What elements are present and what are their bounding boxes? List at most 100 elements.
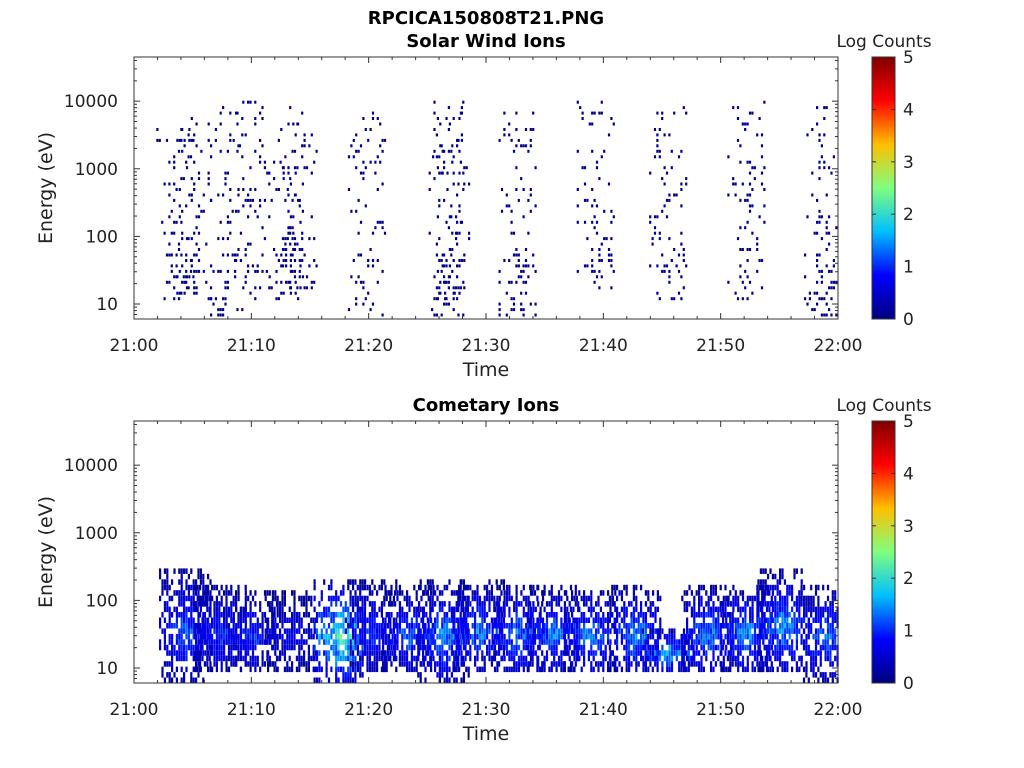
heatmap-cell: [707, 623, 710, 629]
heatmap-cell: [741, 606, 745, 613]
heatmap-cell: [548, 590, 551, 596]
heatmap-cell: [812, 617, 815, 623]
heatmap-cell: [161, 590, 164, 596]
heatmap-cell: [271, 633, 274, 640]
heatmap-cell: [761, 601, 764, 607]
heatmap-cell: [498, 633, 501, 640]
heatmap-cell: [793, 601, 796, 607]
heatmap-cell: [276, 623, 279, 629]
heatmap-cell: [677, 253, 681, 257]
heatmap-cell: [602, 661, 605, 667]
heatmap-cell: [354, 672, 357, 678]
heatmap-cell: [244, 198, 247, 202]
heatmap-cell: [440, 144, 443, 148]
heatmap-cell: [195, 144, 198, 148]
heatmap-cell: [748, 204, 752, 208]
heatmap-cell: [213, 601, 216, 607]
heatmap-cell: [170, 253, 173, 257]
heatmap-cell: [291, 149, 294, 153]
heatmap-cell: [286, 237, 289, 241]
heatmap-cell: [829, 655, 832, 662]
heatmap-cell: [287, 122, 290, 126]
heatmap-cell: [417, 639, 420, 645]
heatmap-cell: [686, 617, 689, 623]
heatmap-cell: [597, 623, 600, 629]
heatmap-cell: [408, 595, 411, 602]
heatmap-cell: [816, 280, 819, 284]
heatmap-cell: [695, 590, 698, 596]
heatmap-cell: [337, 623, 340, 629]
heatmap-cell: [310, 655, 313, 662]
heatmap-cell: [455, 677, 458, 683]
heatmap-cell: [236, 308, 239, 312]
heatmap-cell: [447, 286, 450, 290]
x-tick-label: 21:30: [462, 700, 511, 720]
heatmap-cell: [654, 644, 657, 651]
heatmap-cell: [266, 655, 269, 662]
heatmap-cell: [625, 644, 628, 651]
heatmap-cell: [812, 655, 815, 662]
heatmap-cell: [193, 286, 196, 290]
heatmap-cell: [359, 595, 362, 602]
heatmap-cell: [413, 644, 416, 651]
colorbar-label: Log Counts: [836, 396, 931, 416]
x-tick-label: 21:20: [344, 336, 393, 356]
heatmap-cell: [756, 617, 759, 623]
heatmap-cell: [464, 595, 467, 602]
heatmap-cell: [206, 590, 209, 596]
heatmap-cell: [244, 628, 247, 634]
heatmap-cell: [363, 584, 367, 591]
heatmap-cell: [490, 644, 493, 651]
heatmap-cell: [658, 231, 661, 235]
heatmap-cell: [178, 215, 181, 219]
heatmap-cell: [376, 188, 379, 191]
heatmap-cell: [415, 623, 418, 629]
heatmap-cell: [488, 601, 491, 607]
heatmap-cell: [826, 644, 830, 651]
heatmap-cell: [764, 644, 767, 651]
heatmap-cell: [649, 601, 652, 607]
heatmap-cell: [459, 579, 462, 585]
heatmap-cell: [337, 666, 340, 673]
heatmap-cell: [508, 639, 511, 645]
heatmap-cell: [635, 644, 638, 651]
heatmap-cell: [625, 612, 628, 618]
heatmap-cell: [410, 655, 413, 662]
heatmap-cell: [720, 661, 723, 667]
heatmap-cell: [235, 111, 238, 115]
heatmap-cell: [237, 584, 240, 591]
heatmap-cell: [488, 650, 491, 656]
heatmap-cell: [264, 617, 267, 623]
heatmap-cell: [376, 623, 379, 629]
heatmap-cell: [325, 655, 328, 662]
heatmap-cell: [757, 644, 760, 651]
heatmap-cell: [496, 595, 499, 602]
heatmap-cell: [422, 606, 425, 613]
heatmap-cell: [543, 661, 546, 667]
heatmap-cell: [560, 584, 563, 591]
heatmap-cell: [382, 639, 385, 645]
heatmap-cell: [576, 204, 579, 208]
heatmap-cell: [189, 269, 193, 273]
heatmap-cell: [367, 291, 370, 295]
heatmap-cell: [756, 661, 759, 667]
heatmap-cell: [313, 606, 316, 613]
heatmap-cell: [538, 623, 541, 629]
heatmap-cell: [441, 590, 444, 596]
heatmap-cell: [225, 612, 228, 618]
heatmap-cell: [746, 248, 749, 251]
heatmap-cell: [307, 655, 310, 662]
heatmap-cell: [320, 633, 323, 640]
heatmap-cell: [720, 650, 723, 656]
heatmap-cell: [493, 650, 497, 656]
heatmap-cell: [529, 302, 532, 306]
heatmap-cell: [520, 601, 523, 607]
heatmap-cell: [327, 595, 331, 602]
heatmap-cell: [450, 628, 453, 634]
heatmap-cell: [501, 628, 504, 634]
heatmap-cell: [438, 650, 441, 656]
heatmap-cell: [654, 661, 657, 667]
heatmap-cell: [687, 666, 690, 673]
heatmap-cell: [395, 666, 398, 673]
heatmap-cell: [637, 628, 640, 634]
